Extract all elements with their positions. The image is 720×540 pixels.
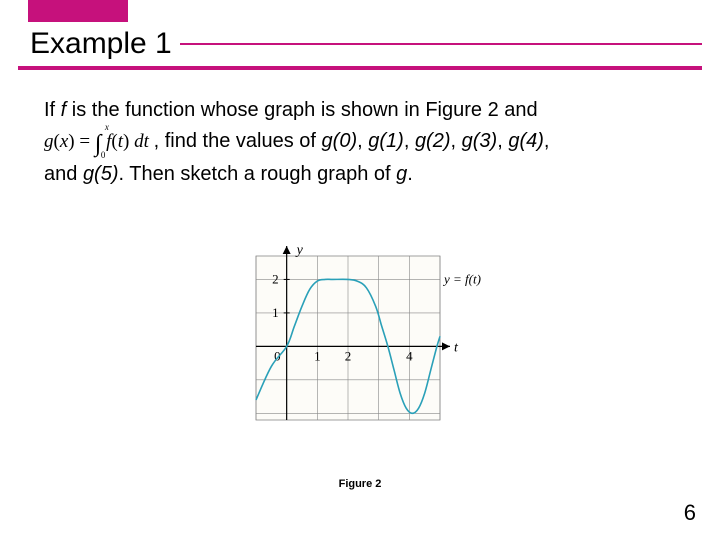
function-chart: 012412yty = f(t): [220, 238, 500, 438]
g-call: g(3): [462, 130, 498, 152]
page-number: 6: [684, 500, 696, 526]
svg-text:2: 2: [345, 348, 352, 363]
g-call: g(5): [83, 163, 119, 185]
svg-text:y = f(t): y = f(t): [442, 271, 481, 286]
chart-container: 012412yty = f(t): [0, 238, 720, 438]
svg-text:4: 4: [406, 348, 413, 363]
accent-block: [28, 0, 128, 22]
figure-caption: Figure 2: [0, 478, 720, 490]
text: and: [44, 163, 83, 185]
g-call: g(0): [322, 130, 358, 152]
g-call: g(2): [415, 130, 451, 152]
integral-formula: g(x) = ∫x0 f(t) dt: [44, 131, 154, 152]
slide-title: Example 1: [0, 27, 172, 61]
svg-text:1: 1: [272, 305, 279, 320]
title-rule: [180, 43, 702, 45]
title-row: Example 1: [0, 22, 720, 66]
text: If: [44, 99, 61, 121]
problem-statement: If f is the function whose graph is show…: [44, 96, 676, 189]
text: .: [407, 163, 413, 185]
g-symbol: g: [396, 163, 407, 185]
text: is the function whose graph is shown in …: [66, 99, 537, 121]
svg-text:t: t: [454, 340, 459, 355]
svg-text:y: y: [295, 243, 304, 258]
text: . Then sketch a rough graph of: [119, 163, 397, 185]
g-call: g(4): [508, 130, 544, 152]
integral-icon: ∫x0: [95, 125, 102, 160]
text: , find the values of: [154, 130, 322, 152]
svg-text:1: 1: [314, 348, 321, 363]
svg-text:2: 2: [272, 271, 279, 286]
g-call: g(1): [368, 130, 404, 152]
title-underline: [18, 66, 702, 70]
